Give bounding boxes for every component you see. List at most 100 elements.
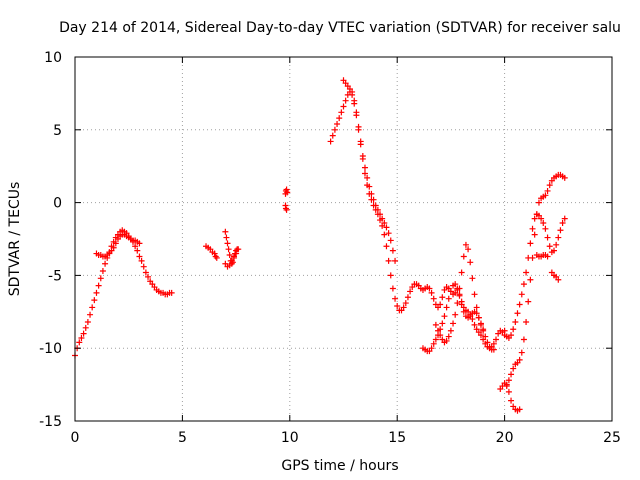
data-point-arc-6 [387, 272, 394, 279]
data-point-arc-9 [443, 337, 450, 344]
data-point-arc-11 [508, 371, 515, 378]
data-point-arc-1 [168, 289, 175, 296]
data-point-arc-8 [452, 281, 459, 288]
data-point-arc-1 [80, 330, 87, 337]
data-point-arc-9 [454, 300, 461, 307]
data-point-arc-8 [428, 345, 435, 352]
data-point-arc-8 [460, 308, 467, 315]
data-point-arc-12 [518, 291, 525, 298]
data-point-arc-6 [331, 126, 338, 133]
data-point-arc-11 [503, 381, 510, 388]
data-point-arc-12 [551, 247, 558, 254]
data-point-arc-11 [542, 192, 549, 199]
data-point-arc-3 [212, 253, 219, 260]
x-axis-label: GPS time / hours [281, 458, 398, 474]
data-point-arc-6 [327, 138, 334, 145]
data-point-arc-8 [447, 288, 454, 295]
data-point-arc-12 [531, 215, 538, 222]
data-point-arc-6 [477, 332, 484, 339]
x-tick-label: 20 [496, 430, 514, 446]
data-point-arc-8 [443, 304, 450, 311]
data-point-arc-11 [520, 336, 527, 343]
data-point-arc-1 [99, 268, 106, 275]
data-point-arc-12 [523, 269, 530, 276]
data-point-arc-11 [544, 187, 551, 194]
data-point-arc-7 [349, 88, 356, 95]
data-point-arc-1 [82, 324, 89, 331]
data-point-arc-1 [140, 263, 147, 270]
data-point-arc-4 [225, 246, 232, 253]
data-point-arc-9 [482, 333, 489, 340]
data-point-arc-2 [110, 244, 117, 251]
data-point-arc-9 [484, 339, 491, 346]
data-point-arc-9 [473, 304, 480, 311]
data-point-arc-6 [329, 132, 336, 139]
data-point-arc-4 [223, 234, 230, 241]
data-point-arc-6 [392, 295, 399, 302]
data-point-arc-1 [91, 297, 98, 304]
data-point-arc-12 [540, 219, 547, 226]
data-point-arc-7 [379, 215, 386, 222]
data-point-arc-13 [544, 253, 551, 260]
data-point-arc-9 [471, 291, 478, 298]
data-point-arc-6 [407, 288, 414, 295]
data-point-arc-3 [211, 250, 218, 257]
data-point-arc-7 [361, 164, 368, 171]
data-point-arc-9 [465, 246, 472, 253]
data-point-arc-1 [142, 269, 149, 276]
data-point-arc-9 [452, 311, 459, 318]
data-point-arc-7 [359, 153, 366, 160]
data-point-arc-4 [222, 228, 229, 235]
data-point-arc-7 [372, 202, 379, 209]
data-point-arc-5 [283, 206, 290, 213]
data-point-arc-11 [546, 182, 553, 189]
data-point-arc-1 [136, 253, 143, 260]
data-point-arc-9 [462, 241, 469, 248]
data-point-arc-7 [385, 230, 392, 237]
data-point-arc-4 [224, 240, 231, 247]
data-point-arc-6 [394, 302, 401, 309]
data-point-arc-1 [145, 273, 152, 280]
data-point-arc-2 [136, 240, 143, 247]
data-point-arc-9 [460, 253, 467, 260]
x-tick-label: 5 [178, 430, 187, 446]
x-tick-label: 0 [71, 430, 80, 446]
data-point-arc-12 [514, 310, 521, 317]
data-point-arc-11 [527, 276, 534, 283]
data-point-arc-7 [351, 97, 358, 104]
data-point-arc-9 [469, 275, 476, 282]
grid [75, 57, 612, 421]
y-tick-label: -15 [39, 414, 62, 430]
y-tick-label: -5 [48, 268, 62, 284]
data-point-arc-11 [505, 377, 512, 384]
data-point-arc-10 [508, 397, 515, 404]
data-point-arc-7 [366, 183, 373, 190]
data-point-arc-7 [383, 224, 390, 231]
data-point-arc-12 [527, 240, 534, 247]
data-point-arc-11 [561, 174, 568, 181]
data-point-arc-12 [559, 219, 566, 226]
data-point-arc-6 [437, 301, 444, 308]
data-point-arc-7 [387, 237, 394, 244]
data-point-arc-12 [512, 318, 519, 325]
data-point-arc-6 [336, 115, 343, 122]
data-point-arc-1 [95, 282, 102, 289]
data-point-arc-7 [355, 123, 362, 130]
data-point-arc-7 [368, 190, 375, 197]
y-tick-label: -10 [39, 341, 62, 357]
chart-title: Day 214 of 2014, Sidereal Day-to-day VTE… [59, 20, 621, 36]
data-point-arc-11 [518, 349, 525, 356]
data-point-arc-9 [432, 321, 439, 328]
data-point-arc-8 [439, 320, 446, 327]
data-point-arc-6 [338, 109, 345, 116]
x-tick-label: 15 [388, 430, 406, 446]
y-axis-label: SDTVAR / TECUs [7, 182, 23, 297]
data-point-arc-11 [531, 231, 538, 238]
data-point-arc-1 [102, 260, 109, 267]
data-point-arc-4 [226, 262, 233, 269]
data-points [72, 77, 568, 414]
data-point-arc-12 [508, 332, 515, 339]
data-point-arc-7 [374, 206, 381, 213]
data-point-arc-6 [381, 231, 388, 238]
data-point-arc-8 [430, 340, 437, 347]
